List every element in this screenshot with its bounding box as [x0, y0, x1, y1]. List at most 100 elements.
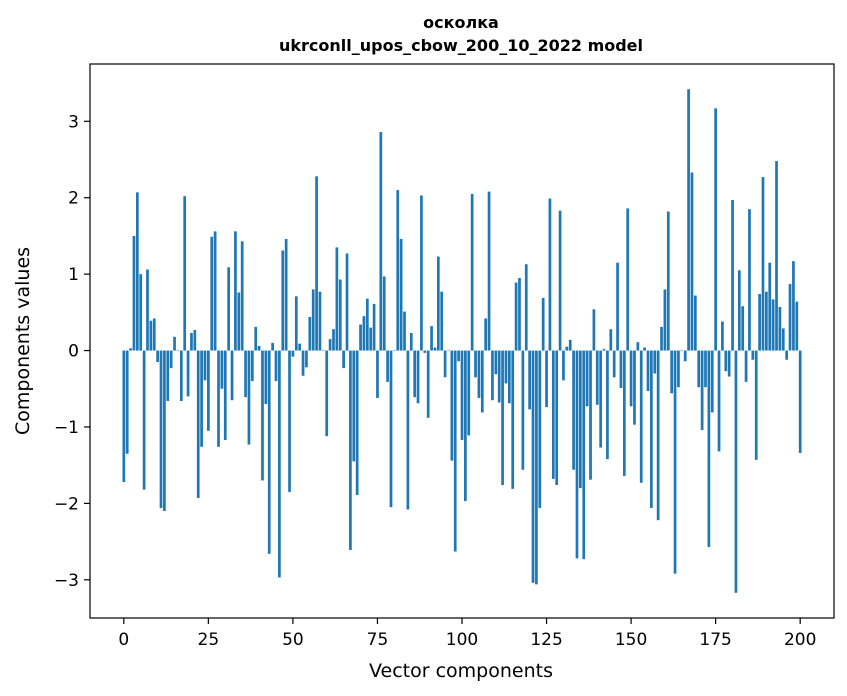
bar: [362, 316, 366, 351]
bar: [264, 350, 268, 405]
bar: [792, 261, 795, 351]
bar: [700, 350, 704, 431]
bar: [338, 279, 342, 351]
bar: [146, 269, 149, 351]
bar: [176, 350, 180, 352]
bar: [223, 350, 227, 440]
bar: [531, 350, 535, 583]
bar: [254, 326, 258, 351]
bar: [501, 350, 504, 486]
bar: [670, 350, 674, 394]
bar: [156, 350, 159, 363]
x-tick-label: 125: [530, 630, 562, 650]
bar: [220, 350, 224, 389]
bar: [639, 350, 643, 483]
bar: [261, 350, 264, 481]
bar: [663, 289, 667, 351]
bar: [666, 211, 670, 351]
bar: [359, 324, 362, 351]
bar: [521, 350, 525, 470]
bar: [457, 350, 460, 362]
bar: [294, 296, 298, 351]
bar: [234, 231, 237, 351]
bar: [798, 350, 802, 453]
chart-title-line2: ukrconll_upos_cbow_200_10_2022 model: [279, 36, 643, 55]
x-tick-label: 150: [615, 630, 647, 650]
bar: [507, 350, 511, 404]
bar: [278, 350, 281, 578]
bar: [629, 350, 633, 407]
bar: [660, 326, 663, 351]
bar: [717, 350, 721, 452]
bar: [683, 350, 687, 362]
bar: [656, 350, 660, 521]
bar: [636, 342, 640, 351]
bar: [315, 176, 318, 351]
bar: [271, 342, 274, 351]
bar: [420, 195, 423, 351]
bar: [771, 299, 775, 351]
bar: [207, 350, 210, 431]
bar: [626, 208, 630, 351]
bar: [159, 350, 163, 508]
x-tick-label: 25: [198, 630, 220, 650]
x-tick-label: 200: [784, 630, 816, 650]
bar: [572, 350, 575, 470]
bar: [443, 350, 447, 378]
bar: [511, 350, 515, 489]
bar: [342, 350, 345, 369]
bar: [650, 350, 653, 508]
bar: [704, 350, 707, 388]
bar: [416, 350, 420, 404]
bar: [450, 350, 454, 461]
bar: [535, 350, 538, 585]
y-axis-label: Components values: [12, 247, 34, 435]
bar: [298, 343, 302, 351]
bar: [240, 241, 244, 351]
bar: [606, 350, 609, 460]
bar: [440, 291, 444, 351]
bar: [196, 350, 200, 499]
bar: [464, 350, 467, 502]
bar: [379, 132, 383, 351]
bar: [190, 332, 193, 351]
bar: [748, 209, 751, 351]
bar: [514, 282, 518, 351]
bar: [210, 236, 214, 351]
bar: [308, 316, 312, 351]
bar: [129, 348, 132, 351]
bar: [132, 235, 136, 351]
bar: [518, 277, 521, 351]
bar: [724, 350, 728, 372]
bar: [568, 339, 572, 351]
bar: [714, 108, 717, 351]
bar: [179, 350, 183, 401]
bar: [761, 177, 765, 351]
bar: [186, 350, 190, 397]
bar: [413, 350, 417, 398]
bar: [737, 270, 741, 351]
bar: [247, 350, 251, 445]
bar: [453, 350, 457, 552]
bar: [349, 350, 352, 550]
x-tick-label: 0: [118, 630, 129, 650]
bar: [125, 350, 129, 454]
bar: [311, 289, 315, 351]
bar: [291, 350, 295, 357]
bar: [741, 306, 745, 351]
bar: [213, 231, 217, 351]
bar: [386, 350, 389, 382]
bar: [633, 350, 636, 425]
y-tick-label: −1: [54, 418, 79, 438]
bar: [731, 200, 734, 351]
bar: [758, 294, 761, 351]
bar: [345, 253, 349, 351]
bar: [599, 350, 603, 448]
bars-group: [122, 89, 802, 593]
y-axis: −3 −2 −1 0 1 2 3: [54, 112, 90, 591]
x-tick-label: 75: [367, 630, 389, 650]
bar: [426, 350, 430, 418]
bar: [166, 350, 170, 401]
bar: [203, 350, 207, 381]
bar: [727, 350, 731, 377]
